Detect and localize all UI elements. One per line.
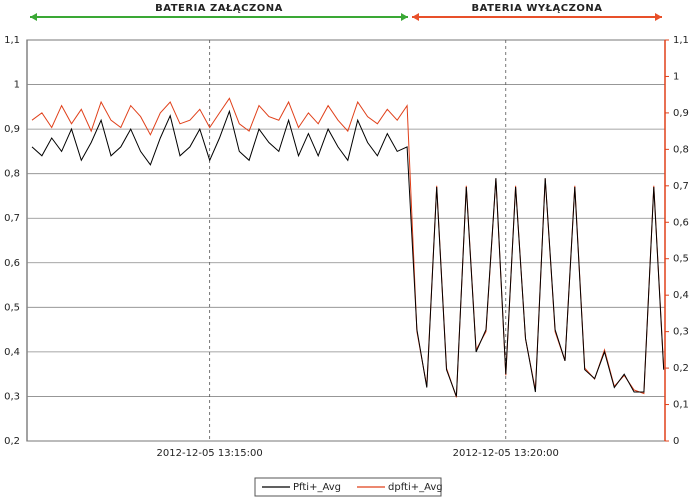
annotation-text: BATERIA WYŁĄCZONA [471, 3, 602, 14]
y2-tick-label: 0,1 [673, 400, 689, 411]
y-tick-label: 1 [14, 80, 20, 91]
y-tick-label: 0,2 [4, 436, 20, 447]
y2-tick-label: 0,6 [673, 217, 689, 228]
y-tick-label: 0,8 [4, 169, 20, 180]
y-tick-label: 0,4 [4, 347, 20, 358]
legend-box [254, 477, 442, 497]
y-tick-label: 0,6 [4, 258, 20, 269]
x-tick-label: 2012-12-05 13:20:00 [453, 448, 559, 459]
y2-tick-label: 0,7 [673, 181, 689, 192]
y2-tick-label: 1,1 [673, 35, 689, 46]
y-tick-label: 0,3 [4, 391, 20, 402]
y2-tick-label: 0,4 [673, 290, 689, 301]
y2-tick-label: 0,9 [673, 108, 689, 119]
y2-tick-label: 1 [673, 71, 679, 82]
x-tick-label: 2012-12-05 13:15:00 [157, 448, 263, 459]
y2-tick-label: 0 [673, 436, 679, 447]
series-line [31, 109, 665, 397]
y-tick-label: 0,5 [4, 302, 20, 313]
y-tick-label: 0,7 [4, 213, 20, 224]
y2-tick-label: 0,2 [673, 363, 689, 374]
annotation-text: BATERIA ZAŁĄCZONA [155, 3, 283, 14]
y-tick-label: 1,1 [4, 35, 20, 46]
legend-label: Pfti+_Avg [293, 482, 341, 493]
legend-label: dpfti+_Avg [388, 482, 443, 493]
plot-area [26, 39, 666, 442]
y2-tick-label: 0,8 [673, 144, 689, 155]
y-tick-label: 0,9 [4, 124, 20, 135]
y2-tick-label: 0,3 [673, 327, 689, 338]
y2-tick-label: 0,5 [673, 254, 689, 265]
